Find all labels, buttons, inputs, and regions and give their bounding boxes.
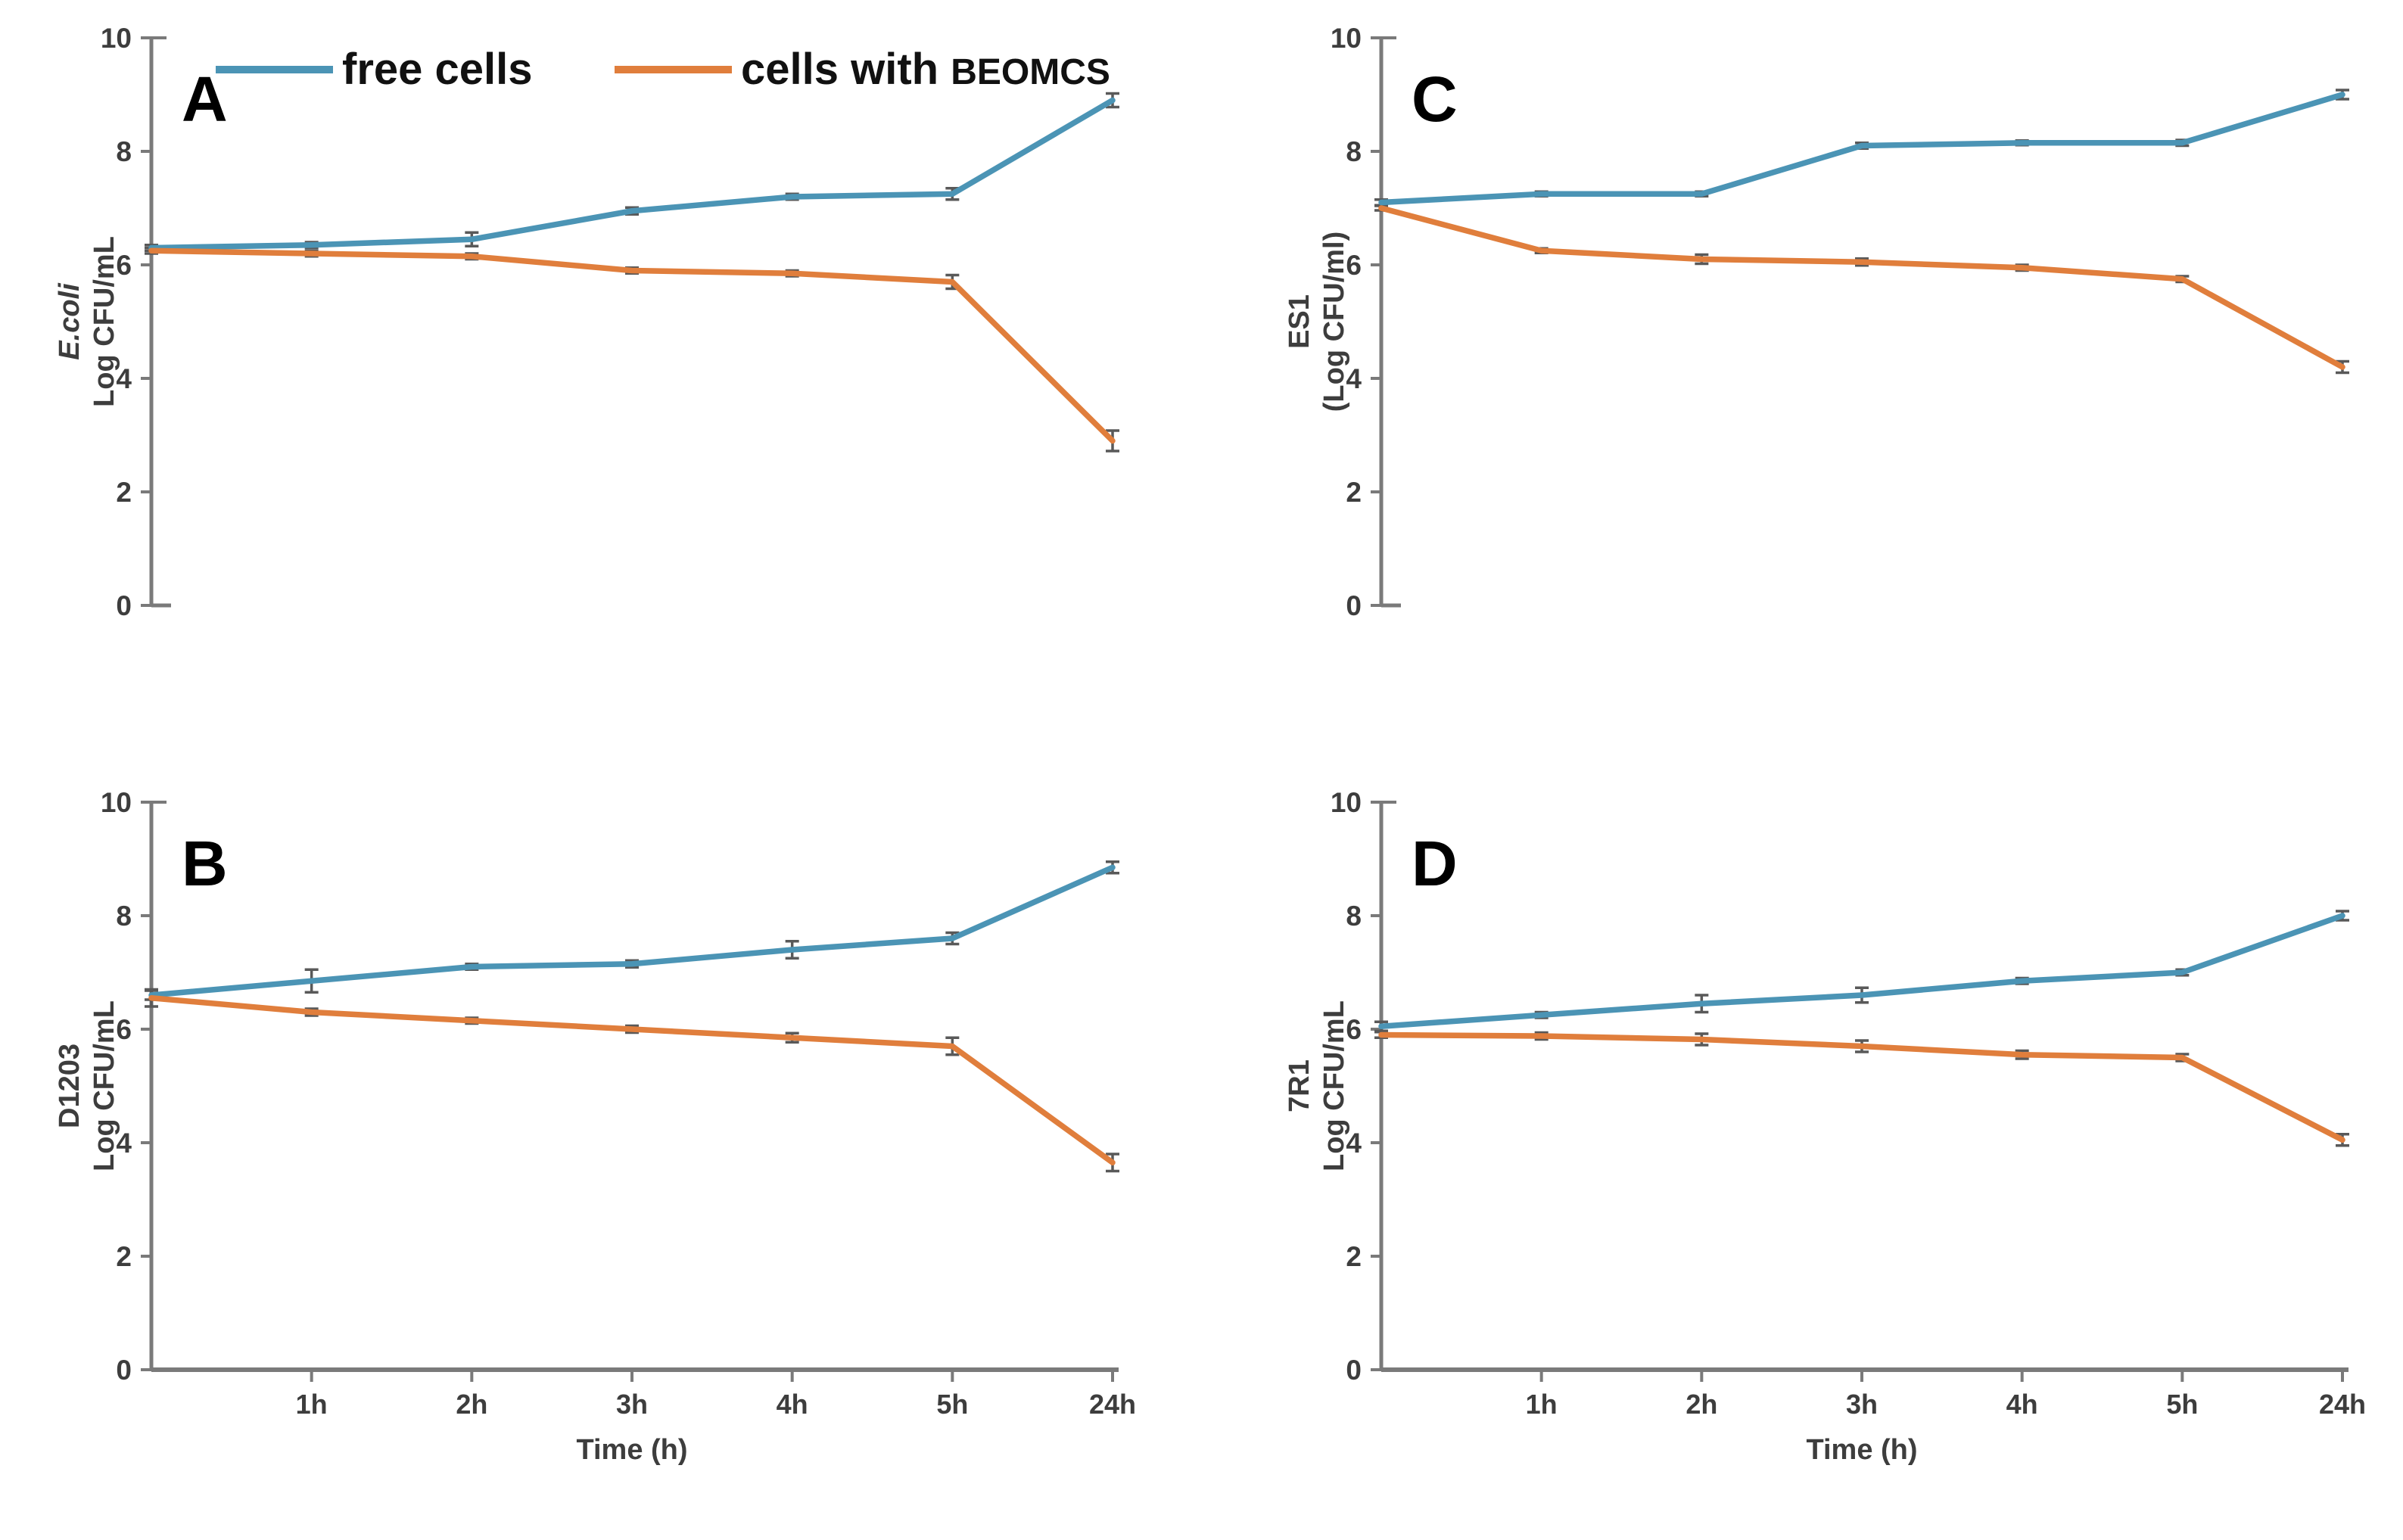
y-tick-label: 0 bbox=[1346, 1355, 1362, 1386]
y-tick-label: 10 bbox=[1331, 23, 1362, 54]
y-tick-label: 0 bbox=[116, 590, 132, 621]
legend-label-cells-with-beomcs: cells with BEOMCS bbox=[741, 45, 1110, 94]
x-tick-label: 5h bbox=[936, 1389, 968, 1420]
chart-D: 0 2 4 6 8 10 7R1 Log CFU/mL D 1h 2h 3h 4h 5h 24h Time (… bbox=[1284, 787, 2366, 1466]
y-tick-label: 10 bbox=[101, 23, 132, 54]
legend-label-free-cells: free cells bbox=[342, 45, 533, 94]
panel-letter: A bbox=[182, 64, 228, 135]
x-tick-label: 24h bbox=[2319, 1389, 2366, 1420]
x-tick-label: 4h bbox=[2006, 1389, 2038, 1420]
y-axis-label-line2: (Log CFU/ml) bbox=[1318, 232, 1350, 412]
y-tick-label: 2 bbox=[1346, 1241, 1362, 1272]
x-tick-label: 2h bbox=[1686, 1389, 1717, 1420]
y-tick-label: 2 bbox=[116, 477, 132, 508]
y-tick-label: 2 bbox=[116, 1241, 132, 1272]
y-tick-label: 0 bbox=[116, 1355, 132, 1386]
x-tick-label: 3h bbox=[1846, 1389, 1878, 1420]
series-line-free-cells bbox=[1378, 92, 2345, 206]
series-line-free-cells bbox=[148, 864, 1116, 998]
x-tick-label: 1h bbox=[1526, 1389, 1558, 1420]
y-axis-label-line2: Log CFU/mL bbox=[1318, 1000, 1350, 1171]
y-tick-label: 6 bbox=[116, 250, 132, 281]
y-axis-label-line1: D1203 bbox=[54, 1044, 86, 1128]
y-tick-label: 2 bbox=[1346, 477, 1362, 508]
panel-letter: D bbox=[1412, 828, 1458, 899]
x-tick-label: 24h bbox=[1089, 1389, 1136, 1420]
x-tick-label: 1h bbox=[296, 1389, 328, 1420]
series-line-free-cells bbox=[148, 97, 1116, 251]
y-tick-label: 6 bbox=[116, 1014, 132, 1045]
y-tick-label: 4 bbox=[1346, 363, 1362, 394]
y-axis-label-line1: ES1 bbox=[1284, 294, 1315, 349]
y-axis-label-line1: 7R1 bbox=[1284, 1059, 1315, 1112]
panel-letter: B bbox=[182, 828, 228, 899]
chart-C: 0 2 4 6 8 10 ES1 (Log CFU/ml) C bbox=[1284, 23, 2349, 621]
y-axis-label-line1: E.coli bbox=[54, 282, 86, 360]
y-tick-label: 8 bbox=[116, 901, 132, 932]
y-tick-label: 8 bbox=[1346, 136, 1362, 167]
series-line-cells-with-beomcs bbox=[148, 247, 1116, 444]
y-tick-label: 4 bbox=[116, 1128, 132, 1159]
y-tick-label: 8 bbox=[1346, 901, 1362, 932]
series-line-free-cells bbox=[1378, 913, 2345, 1029]
x-tick-label: 3h bbox=[616, 1389, 648, 1420]
y-tick-label: 10 bbox=[1331, 787, 1362, 818]
panel-letter: C bbox=[1412, 64, 1458, 135]
y-tick-label: 10 bbox=[101, 787, 132, 818]
series-line-cells-with-beomcs bbox=[148, 995, 1116, 1165]
y-tick-label: 6 bbox=[1346, 1014, 1362, 1045]
x-axis-title: Time (h) bbox=[576, 1434, 687, 1466]
panel-d1203-chart: 0 2 4 6 8 10 D1203 Log CFU/mL B 1h 2h 3h 4h 5h 24h Time… bbox=[38, 772, 1173, 1536]
series-line-cells-with-beomcs bbox=[1378, 205, 2345, 370]
y-axis-label-line2: Log CFU/mL bbox=[89, 1000, 120, 1171]
chart-A: 0 2 4 6 8 10 E.coli Log CFU/mL A free cells cells … bbox=[54, 23, 1119, 621]
y-tick-label: 8 bbox=[116, 136, 132, 167]
x-tick-label: 4h bbox=[777, 1389, 808, 1420]
panel-es1-chart: 0 2 4 6 8 10 ES1 (Log CFU/ml) C bbox=[1268, 8, 2403, 772]
panel-7r1-chart: 0 2 4 6 8 10 7R1 Log CFU/mL D 1h 2h 3h 4h 5h 24h Time (… bbox=[1268, 772, 2403, 1536]
y-tick-label: 4 bbox=[116, 363, 132, 394]
series-line-cells-with-beomcs bbox=[1378, 1031, 2345, 1143]
y-tick-label: 4 bbox=[1346, 1128, 1362, 1159]
x-tick-label: 5h bbox=[2166, 1389, 2198, 1420]
y-axis-label-line2: Log CFU/mL bbox=[89, 236, 120, 407]
x-axis-title: Time (h) bbox=[1806, 1434, 1917, 1466]
x-tick-label: 2h bbox=[456, 1389, 487, 1420]
y-tick-label: 0 bbox=[1346, 590, 1362, 621]
chart-B: 0 2 4 6 8 10 D1203 Log CFU/mL B 1h 2h 3h 4h 5h 24h Time… bbox=[54, 787, 1136, 1466]
y-tick-label: 6 bbox=[1346, 250, 1362, 281]
